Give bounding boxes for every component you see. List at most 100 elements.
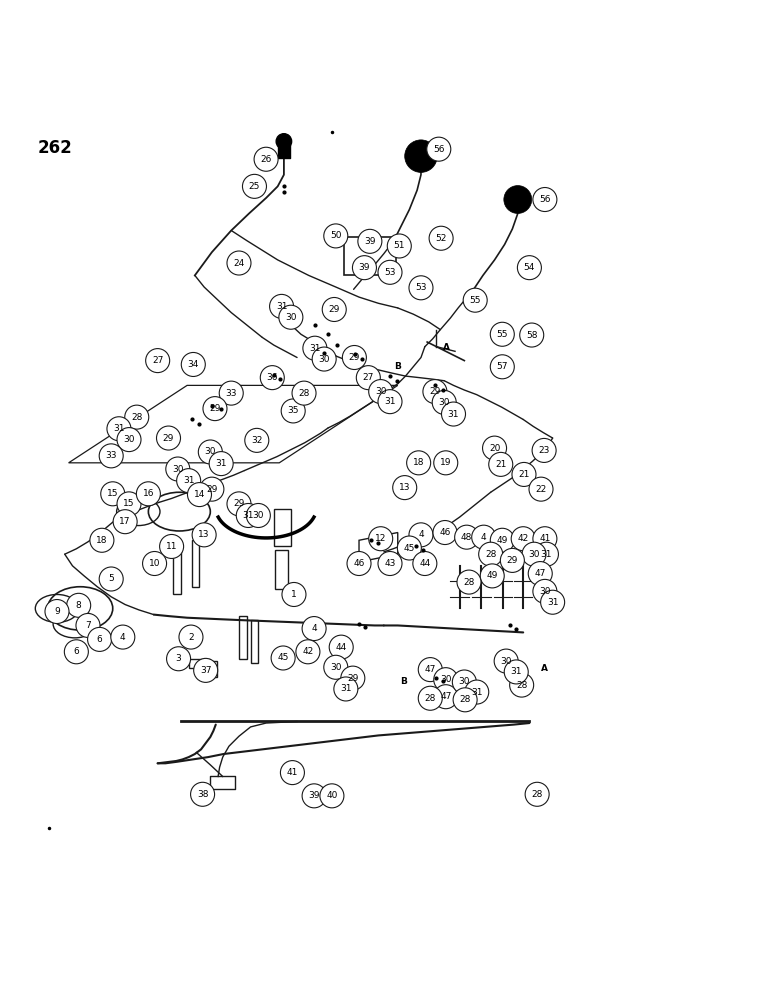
Circle shape (511, 527, 535, 551)
Circle shape (504, 186, 532, 213)
Circle shape (453, 688, 477, 712)
Text: 30: 30 (330, 663, 342, 672)
Circle shape (157, 426, 180, 450)
Text: 29: 29 (429, 387, 441, 396)
Text: 30: 30 (438, 398, 450, 407)
Text: 42: 42 (303, 647, 314, 656)
Text: 28: 28 (424, 694, 436, 703)
Text: 31: 31 (541, 550, 552, 559)
Circle shape (433, 521, 457, 545)
Text: 10: 10 (149, 559, 161, 568)
Text: 31: 31 (215, 459, 227, 468)
Circle shape (509, 673, 534, 697)
Text: 28: 28 (516, 681, 527, 690)
Text: 31: 31 (547, 598, 558, 607)
Circle shape (160, 534, 183, 558)
Text: 57: 57 (497, 362, 508, 371)
Text: 30: 30 (440, 675, 452, 684)
Text: 33: 33 (105, 451, 117, 460)
Circle shape (358, 229, 382, 253)
Text: 3: 3 (176, 654, 182, 663)
Text: 43: 43 (385, 559, 395, 568)
Circle shape (125, 405, 149, 429)
Circle shape (533, 527, 557, 551)
Text: 39: 39 (359, 263, 370, 272)
Circle shape (187, 483, 211, 507)
Circle shape (455, 525, 479, 549)
Text: 44: 44 (335, 643, 347, 652)
Text: 262: 262 (38, 139, 73, 157)
Text: 25: 25 (249, 182, 261, 191)
Circle shape (480, 564, 504, 588)
Circle shape (465, 680, 489, 704)
Text: 9: 9 (54, 607, 60, 616)
Circle shape (342, 345, 367, 370)
Text: 38: 38 (197, 790, 208, 799)
Text: 46: 46 (353, 559, 365, 568)
Circle shape (491, 528, 514, 552)
Text: 48: 48 (461, 533, 473, 542)
Circle shape (209, 452, 233, 476)
Text: 16: 16 (143, 489, 154, 498)
Circle shape (441, 402, 466, 426)
Circle shape (117, 492, 141, 516)
Text: 4: 4 (481, 533, 487, 542)
Text: 41: 41 (287, 768, 298, 777)
Circle shape (495, 649, 518, 673)
Text: 28: 28 (531, 790, 543, 799)
Circle shape (324, 655, 348, 679)
Circle shape (434, 451, 458, 475)
Circle shape (66, 593, 90, 617)
Text: 30: 30 (318, 355, 330, 364)
Text: 12: 12 (375, 534, 386, 543)
Circle shape (146, 349, 170, 373)
Text: 29: 29 (206, 485, 218, 494)
Text: 51: 51 (394, 241, 405, 250)
Circle shape (192, 523, 216, 547)
Circle shape (457, 570, 481, 594)
Text: 6: 6 (73, 647, 80, 656)
Circle shape (227, 492, 251, 516)
Text: 47: 47 (440, 692, 452, 701)
Text: 35: 35 (288, 406, 299, 415)
Text: 21: 21 (518, 470, 530, 479)
Text: 30: 30 (375, 387, 386, 396)
Text: 37: 37 (200, 666, 211, 675)
Text: 29: 29 (209, 404, 221, 413)
Circle shape (312, 347, 336, 371)
Circle shape (166, 457, 190, 481)
Circle shape (512, 462, 536, 486)
Text: 30: 30 (459, 677, 470, 686)
Text: 18: 18 (96, 536, 108, 545)
Circle shape (292, 381, 316, 405)
Text: 31: 31 (276, 302, 287, 311)
Text: 27: 27 (152, 356, 163, 365)
Circle shape (409, 276, 433, 300)
Text: 21: 21 (495, 460, 506, 469)
Text: 30: 30 (285, 313, 296, 322)
Text: 47: 47 (534, 569, 546, 578)
Circle shape (519, 323, 544, 347)
Text: 54: 54 (523, 263, 535, 272)
Circle shape (271, 646, 295, 670)
Circle shape (87, 627, 112, 651)
Circle shape (427, 137, 451, 161)
Circle shape (409, 523, 433, 547)
Circle shape (329, 635, 353, 659)
Text: 29: 29 (163, 434, 174, 443)
Text: 28: 28 (459, 695, 471, 704)
Circle shape (406, 451, 431, 475)
Circle shape (320, 784, 344, 808)
Circle shape (500, 548, 524, 572)
Circle shape (227, 251, 251, 275)
Circle shape (529, 477, 553, 501)
Circle shape (434, 685, 458, 709)
Circle shape (181, 352, 205, 376)
Circle shape (324, 224, 348, 248)
Circle shape (341, 666, 365, 690)
Text: A: A (443, 343, 450, 352)
Text: 36: 36 (267, 373, 278, 382)
Text: 31: 31 (471, 688, 483, 697)
Circle shape (429, 226, 453, 250)
Circle shape (322, 297, 346, 321)
